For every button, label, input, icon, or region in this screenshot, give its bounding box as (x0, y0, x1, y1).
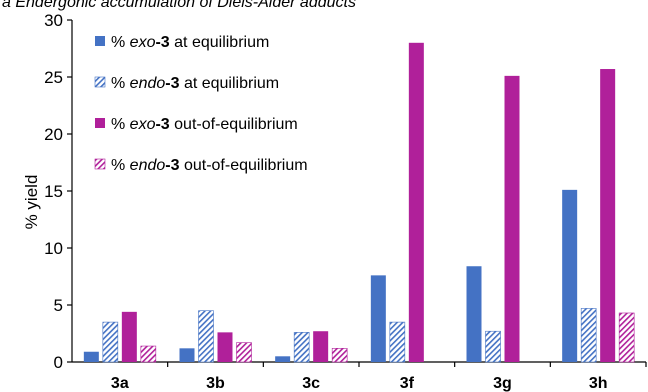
legend-entry-label: % endo-3 at equilibrium (111, 75, 279, 92)
bar-3a-series-1 (83, 351, 99, 362)
x-axis: 3a 3b 3c 3f 3g 3h (72, 361, 647, 392)
legend-entry-label: % endo-3 out-of-equilibrium (111, 157, 308, 174)
legend-swatch (94, 76, 106, 88)
bar-3g-series-1 (466, 266, 482, 362)
bars (83, 42, 635, 363)
category-label: 3h (589, 375, 608, 392)
legend-entry-label: % exo-3 out-of-equilibrium (111, 116, 298, 133)
bar-3f-series-1 (370, 275, 386, 362)
legend-swatch (94, 158, 106, 170)
bar-3g-series-3 (504, 75, 520, 363)
y-tick-label: 0 (54, 353, 63, 372)
legend-text-suffix: at equilibrium (170, 34, 270, 51)
category-label: 3b (206, 375, 225, 392)
bar-3b-series-3 (217, 332, 233, 362)
bar-3g-series-2 (485, 330, 501, 363)
chart-title: a Endergonic accumulation of Diels-Alder… (2, 0, 356, 11)
legend-text-bold: -3 (165, 75, 179, 92)
bar-3a-series-2 (102, 321, 119, 363)
legend-text-prefix: % (111, 116, 130, 133)
bar-3c-series-3 (313, 331, 329, 362)
y-tick-label: 5 (54, 296, 63, 315)
y-tick-label: 30 (44, 11, 63, 30)
legend-text-prefix: % (111, 75, 130, 92)
bar-3h-series-2 (580, 308, 597, 363)
legend-swatch (95, 36, 105, 46)
legend-text-prefix: % (111, 34, 130, 51)
legend-text-prefix: % (111, 157, 130, 174)
legend-text-italic: endo (130, 75, 166, 92)
bar-3h-series-4 (618, 312, 635, 363)
category-label: 3c (302, 375, 320, 392)
legend-text-italic: exo (130, 34, 156, 51)
legend-text-suffix: out-of-equilibrium (180, 157, 308, 174)
bar-3b-series-4 (236, 342, 252, 363)
category-label: 3g (493, 375, 512, 392)
bar-3c-series-2 (293, 332, 310, 363)
legend-text-bold: -3 (155, 34, 169, 51)
y-tick-label: 15 (44, 182, 63, 201)
legend-text-bold: -3 (165, 157, 179, 174)
y-tick-label: 25 (44, 68, 63, 87)
bar-3a-series-4 (140, 345, 157, 363)
bar-3f-series-3 (408, 42, 424, 363)
legend-text-bold: -3 (155, 116, 169, 133)
legend-entry-label: % exo-3 at equilibrium (111, 34, 269, 51)
y-tick-label: 10 (44, 239, 63, 258)
bar-3c-series-1 (275, 356, 291, 362)
legend-text-suffix: out-of-equilibrium (170, 116, 298, 133)
category-label: 3f (400, 375, 415, 392)
bar-3h-series-1 (562, 189, 578, 362)
legend-text-italic: endo (130, 157, 166, 174)
y-axis: 0 5 10 15 20 25 30 (44, 11, 73, 372)
y-axis-label: % yield (22, 175, 41, 230)
legend: % exo-3 at equilibrium% endo-3 at equili… (94, 34, 308, 174)
bar-3h-series-3 (600, 69, 616, 363)
y-tick-label: 20 (44, 125, 63, 144)
legend-text-italic: exo (130, 116, 156, 133)
category-label: 3a (111, 375, 129, 392)
bar-3f-series-2 (389, 321, 406, 363)
bar-3c-series-4 (331, 348, 348, 363)
bar-3a-series-3 (121, 311, 137, 362)
legend-text-suffix: at equilibrium (180, 75, 280, 92)
bar-3b-series-2 (198, 310, 214, 363)
legend-swatch (95, 118, 105, 128)
bar-3b-series-1 (179, 348, 195, 362)
